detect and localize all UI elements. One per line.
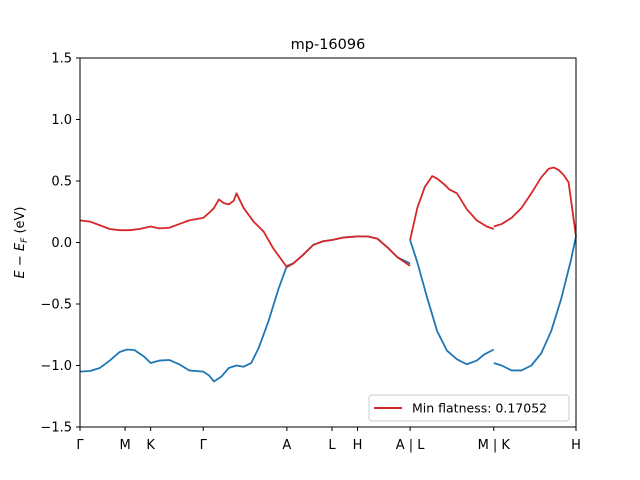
series-layer: [79, 166, 577, 383]
band-0-segment-2: [493, 236, 577, 372]
band-1-segment-1: [409, 175, 495, 241]
band-1-segment-0: [79, 192, 411, 268]
x-tick-label: M: [119, 438, 130, 453]
plot-frame: [79, 57, 577, 428]
x-tick-label: M | K: [478, 438, 511, 453]
band-1-segment-2: [493, 166, 577, 237]
y-axis-label: E − EF (eV): [13, 207, 30, 279]
band-0-segment-1: [409, 239, 495, 366]
x-tick-label: K: [146, 438, 155, 453]
y-tick-label: −1.5: [40, 421, 72, 436]
ticks-layer: −1.5 −1.0 −0.5 0.0 0.5 1.0 1.5 Γ M K Γ A L H A | L M | …: [40, 52, 580, 454]
chart-title: mp-16096: [291, 37, 366, 53]
y-tick-label: −1.0: [40, 359, 72, 374]
legend-label: Min flatness: 0.17052: [412, 401, 547, 416]
x-tick-label: A: [282, 438, 291, 453]
legend-box: [368, 394, 570, 422]
x-tick-label: H: [353, 438, 363, 453]
y-tick-label: 1.0: [51, 113, 72, 128]
x-tick-label: L: [328, 438, 336, 453]
x-tick-label: Γ: [200, 438, 208, 453]
y-tick-label: −0.5: [40, 298, 72, 313]
y-tick-label: 0.0: [51, 236, 72, 251]
legend: Min flatness: 0.17052: [368, 394, 570, 422]
x-tick-label: A | L: [396, 438, 426, 453]
x-tick-label: Γ: [76, 438, 84, 453]
y-tick-label: 1.5: [51, 52, 72, 67]
x-tick-label: H: [571, 438, 581, 453]
y-tick-label: 0.5: [51, 175, 72, 190]
